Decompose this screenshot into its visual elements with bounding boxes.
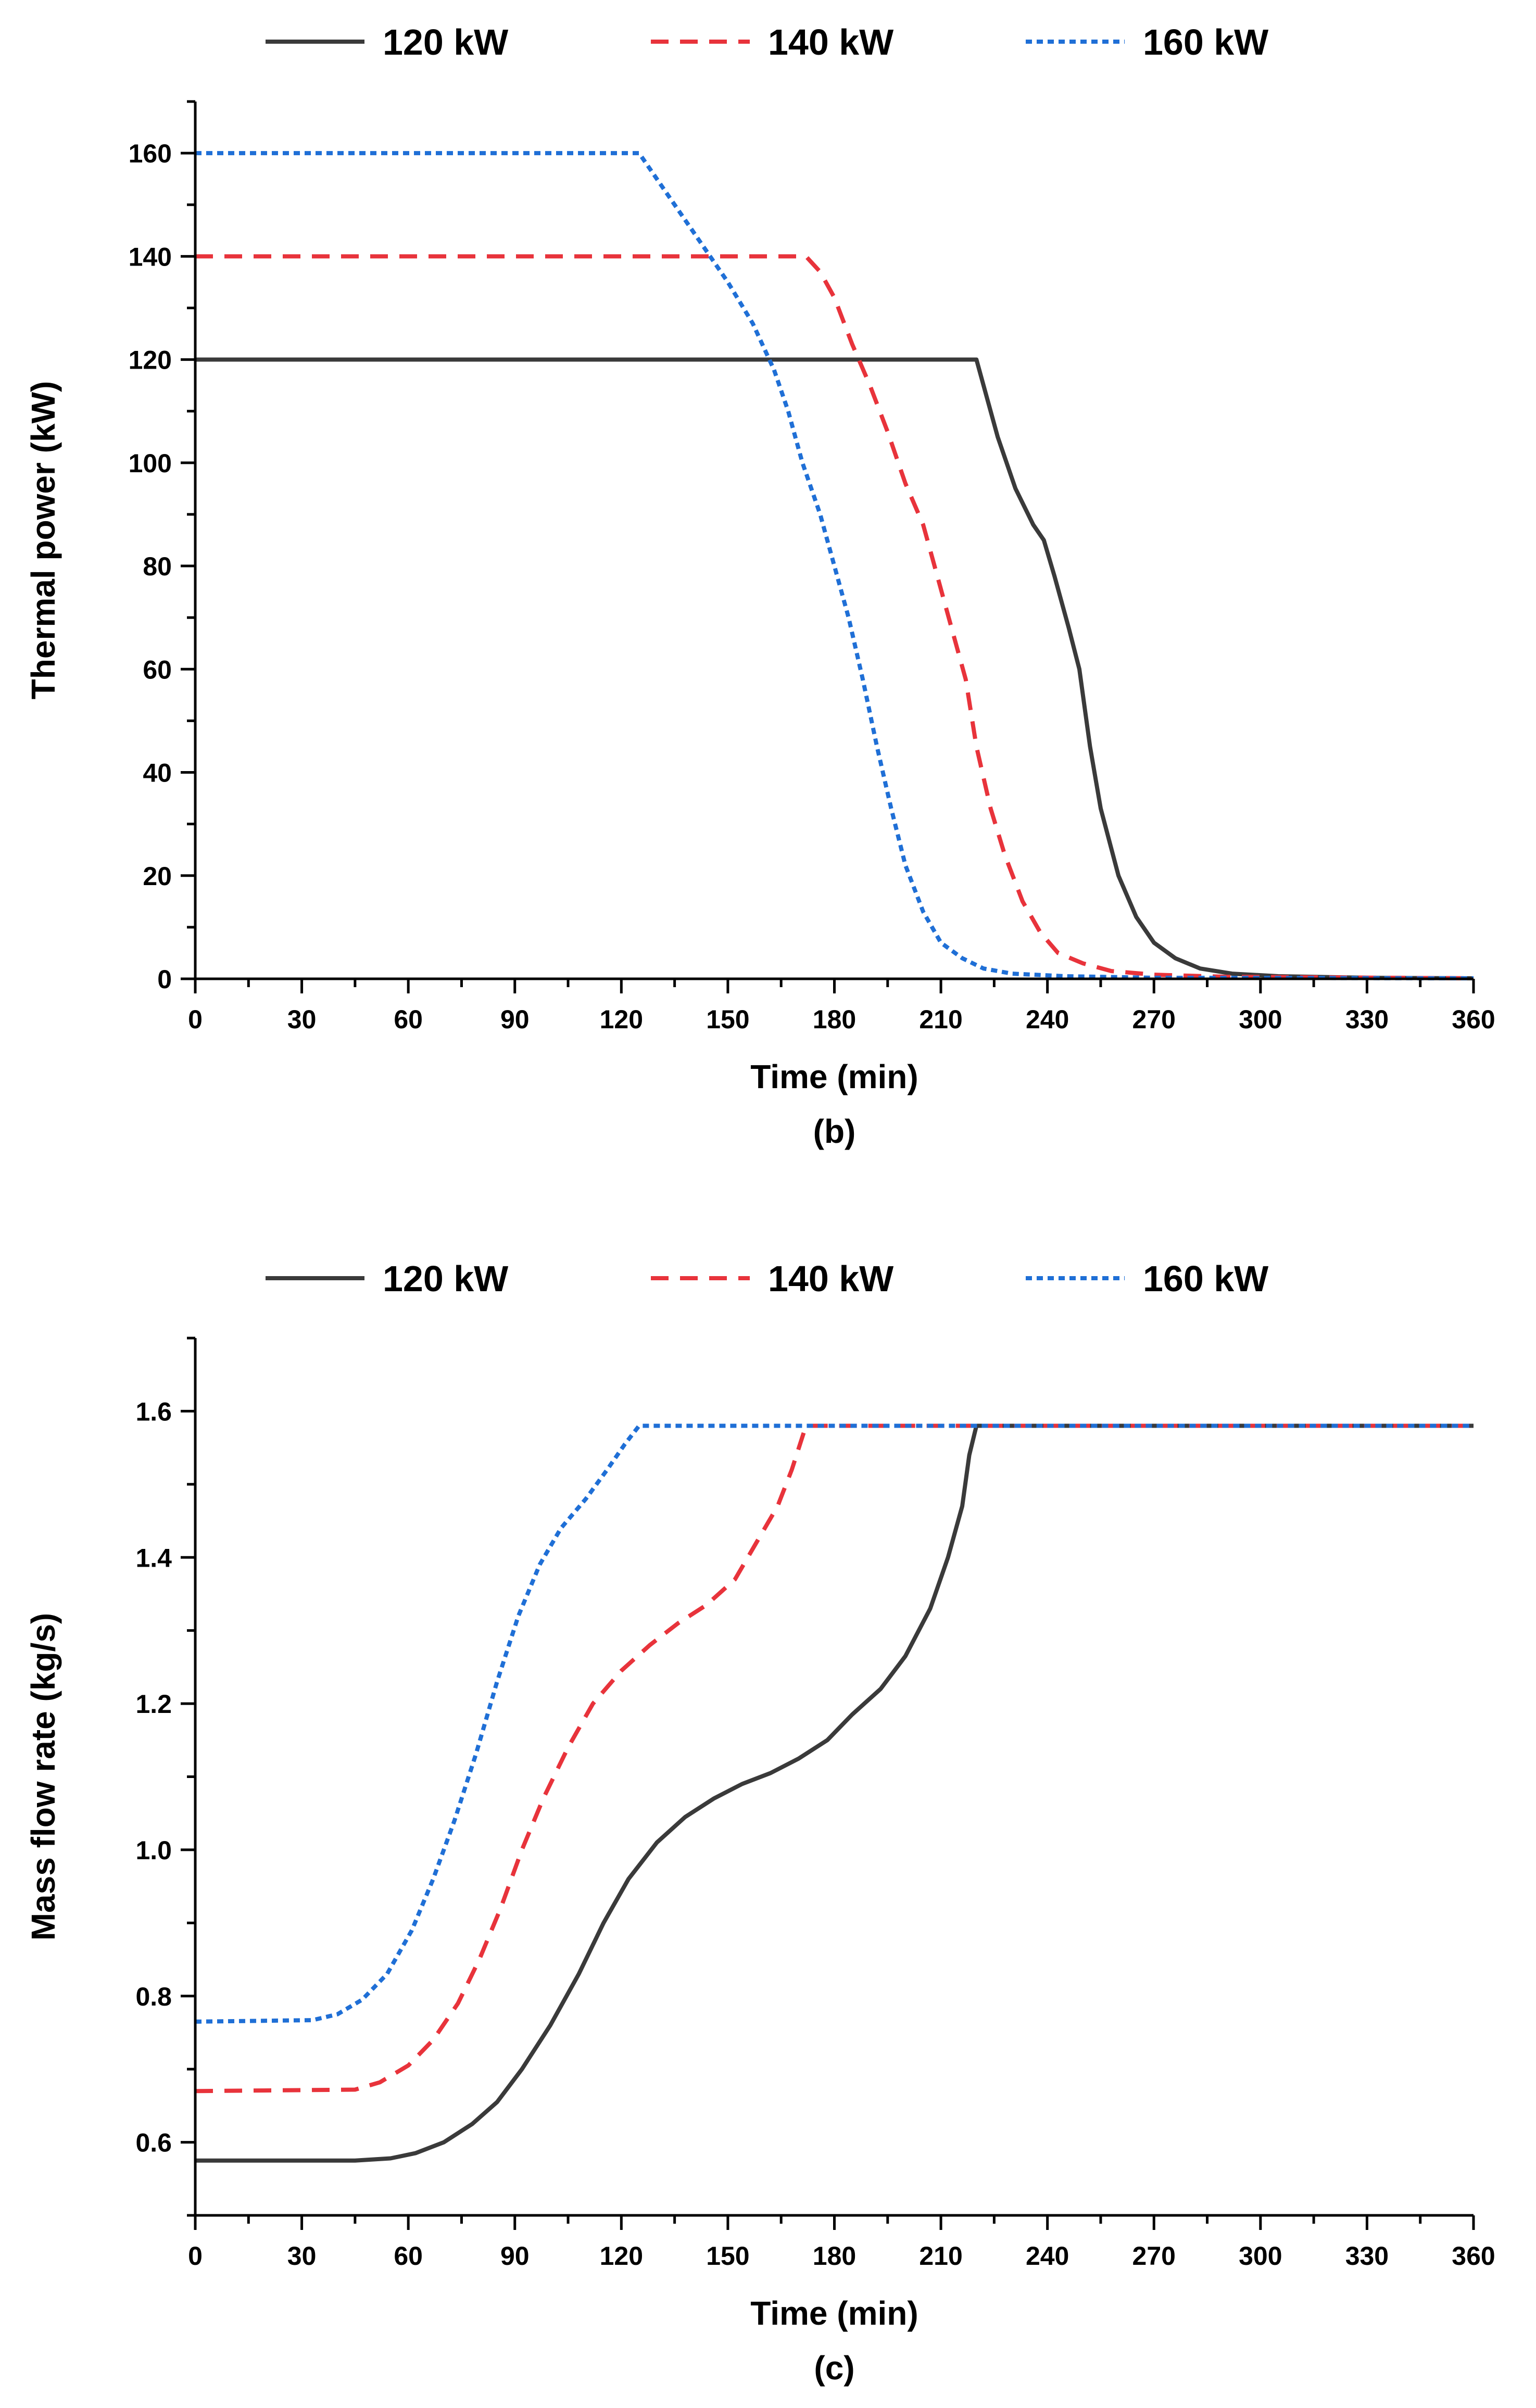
x-tick-label: 30 <box>287 1005 317 1034</box>
y-tick-label: 0.8 <box>135 1982 172 2011</box>
x-tick-label: 120 <box>600 1005 643 1034</box>
x-tick-label: 360 <box>1452 1005 1495 1034</box>
x-tick-label: 180 <box>813 1005 856 1034</box>
x-tick-label: 120 <box>600 2241 643 2271</box>
x-tick-label: 150 <box>706 2241 749 2271</box>
panel-label: (b) <box>813 1113 856 1150</box>
legend-label: 120 kW <box>383 1258 508 1299</box>
x-tick-label: 270 <box>1132 2241 1176 2271</box>
y-axis-title: Thermal power (kW) <box>24 381 62 700</box>
y-tick-label: 1.2 <box>135 1690 172 1719</box>
y-tick-label: 140 <box>129 242 172 271</box>
x-tick-label: 300 <box>1239 2241 1282 2271</box>
x-tick-label: 210 <box>919 1005 962 1034</box>
chart-panel-1: 120 kW 140 kW 160 kW 0 30 60 90 120 150 180 210 240… <box>24 22 1495 1150</box>
y-tick-label: 80 <box>143 552 172 581</box>
y-tick-label: 60 <box>143 655 172 684</box>
series-line-160-kw <box>195 1423 1474 2024</box>
y-tick-label: 20 <box>143 862 172 891</box>
series-line-120-kw <box>195 1423 1474 2163</box>
x-tick-label: 60 <box>394 1005 423 1034</box>
x-tick-label: 60 <box>394 2241 423 2271</box>
x-tick-label: 330 <box>1345 1005 1389 1034</box>
y-tick-label: 1.4 <box>135 1543 172 1572</box>
series-line-140-kw <box>195 254 1474 980</box>
x-tick-label: 0 <box>188 2241 203 2271</box>
series-line-160-kw <box>195 151 1474 980</box>
series-line-140-kw <box>195 1423 1474 2094</box>
x-tick-label: 0 <box>188 1005 203 1034</box>
x-tick-label: 180 <box>813 2241 856 2271</box>
y-tick-label: 40 <box>143 759 172 788</box>
x-axis-title: Time (min) <box>750 1058 918 1095</box>
panel-label: (c) <box>814 2349 854 2387</box>
x-tick-label: 270 <box>1132 1005 1176 1034</box>
y-tick-label: 120 <box>129 346 172 375</box>
legend-label: 140 kW <box>768 22 893 62</box>
legend-label: 160 kW <box>1143 22 1268 62</box>
y-tick-label: 1.6 <box>135 1397 172 1426</box>
x-tick-label: 90 <box>500 2241 530 2271</box>
x-tick-label: 300 <box>1239 1005 1282 1034</box>
x-tick-label: 360 <box>1452 2241 1495 2271</box>
y-tick-label: 0 <box>157 965 172 994</box>
legend-label: 140 kW <box>768 1258 893 1299</box>
x-tick-label: 330 <box>1345 2241 1389 2271</box>
x-tick-label: 90 <box>500 1005 530 1034</box>
y-tick-label: 0.6 <box>135 2128 172 2158</box>
x-tick-label: 240 <box>1026 2241 1069 2271</box>
x-tick-label: 210 <box>919 2241 962 2271</box>
x-tick-label: 150 <box>706 1005 749 1034</box>
legend-label: 120 kW <box>383 22 508 62</box>
x-axis-title: Time (min) <box>750 2294 918 2332</box>
legend-label: 160 kW <box>1143 1258 1268 1299</box>
y-tick-label: 1.0 <box>135 1836 172 1865</box>
x-tick-label: 240 <box>1026 1005 1069 1034</box>
y-axis-title: Mass flow rate (kg/s) <box>24 1613 62 1941</box>
y-tick-label: 100 <box>129 449 172 478</box>
x-tick-label: 30 <box>287 2241 317 2271</box>
series-line-120-kw <box>195 357 1474 980</box>
y-tick-label: 160 <box>129 139 172 168</box>
chart-panel-2: 120 kW 140 kW 160 kW 0 30 60 90 120 150 180 210 240… <box>24 1258 1495 2387</box>
